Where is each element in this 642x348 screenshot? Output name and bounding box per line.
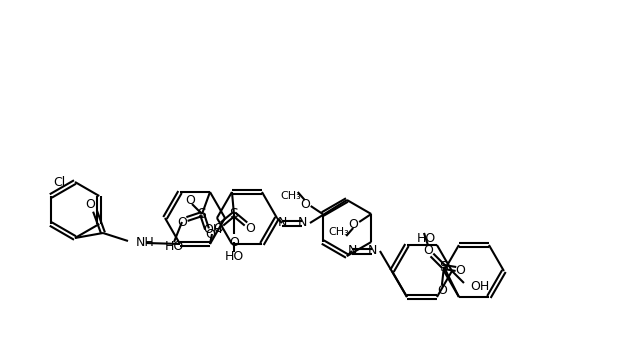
Text: Cl: Cl — [53, 175, 65, 189]
Text: CH₃: CH₃ — [281, 191, 301, 201]
Text: HO: HO — [224, 250, 243, 262]
Text: NH: NH — [136, 237, 155, 250]
Text: O: O — [229, 236, 239, 248]
Text: O: O — [185, 193, 195, 206]
Text: N: N — [297, 215, 307, 229]
Text: CH₃: CH₃ — [329, 227, 350, 237]
Text: O: O — [205, 228, 215, 240]
Text: O: O — [213, 222, 223, 235]
Text: S: S — [198, 207, 206, 221]
Text: HO: HO — [164, 239, 184, 253]
Text: O: O — [423, 245, 433, 258]
Text: N: N — [367, 244, 377, 256]
Text: OH: OH — [204, 223, 223, 237]
Text: S: S — [440, 260, 448, 274]
Text: HO: HO — [416, 232, 435, 245]
Text: S: S — [230, 207, 238, 221]
Text: O: O — [300, 198, 309, 211]
Text: N: N — [347, 244, 357, 256]
Text: O: O — [177, 215, 187, 229]
Text: O: O — [245, 222, 255, 235]
Text: O: O — [348, 218, 358, 230]
Text: O: O — [85, 198, 95, 212]
Text: N: N — [277, 215, 286, 229]
Text: O: O — [437, 284, 447, 298]
Text: O: O — [455, 264, 465, 277]
Text: OH: OH — [470, 279, 489, 293]
